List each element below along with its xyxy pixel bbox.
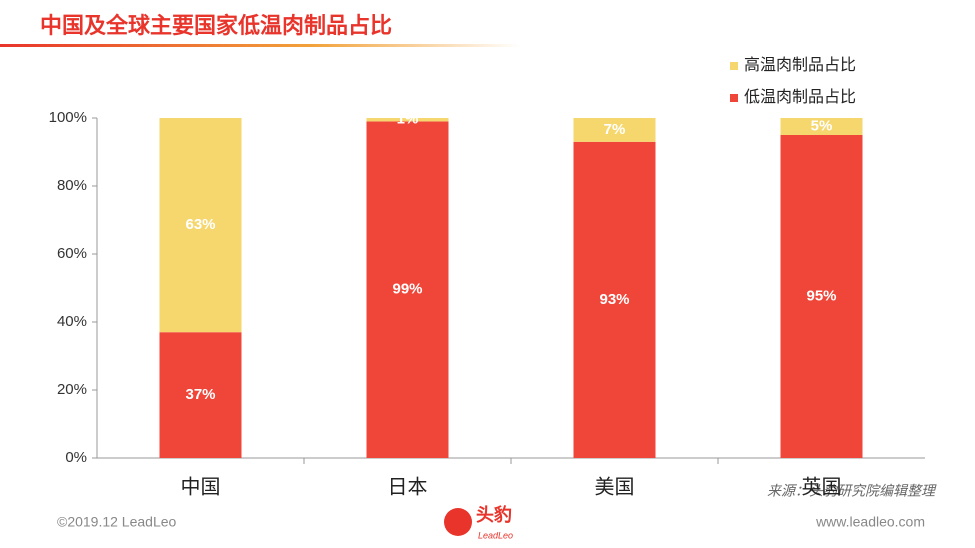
value-label: 93% bbox=[599, 291, 629, 308]
value-label: 7% bbox=[604, 121, 626, 138]
logo-sub: LeadLeo bbox=[478, 530, 513, 540]
y-tick-label: 20% bbox=[57, 381, 87, 398]
logo: 头豹 bbox=[476, 504, 512, 525]
bar-segment bbox=[366, 121, 449, 459]
footer-left: ©2019.12 LeadLeo bbox=[57, 514, 177, 530]
value-label: 99% bbox=[392, 281, 422, 298]
legend-swatch bbox=[730, 62, 738, 70]
value-label: 5% bbox=[811, 117, 833, 134]
bar-segment bbox=[366, 118, 449, 122]
bar-segment bbox=[159, 118, 242, 333]
bar-segment bbox=[780, 135, 863, 458]
value-label: 95% bbox=[806, 287, 836, 304]
title-underline bbox=[0, 44, 520, 47]
legend-label: 高温肉制品占比 bbox=[744, 56, 856, 74]
value-label: 63% bbox=[185, 216, 215, 233]
legend-label: 低温肉制品占比 bbox=[744, 88, 856, 106]
logo-icon bbox=[444, 508, 472, 536]
footer-right: www.leadleo.com bbox=[815, 514, 925, 530]
y-tick-label: 40% bbox=[57, 313, 87, 330]
y-tick-label: 0% bbox=[65, 449, 87, 466]
legend-swatch bbox=[730, 94, 738, 102]
y-tick-label: 60% bbox=[57, 245, 87, 262]
y-tick-label: 80% bbox=[57, 177, 87, 194]
x-tick-label: 日本 bbox=[388, 475, 428, 498]
value-label: 37% bbox=[185, 386, 215, 403]
bar-segment bbox=[780, 118, 863, 135]
source-note: 来源：头豹研究院编辑整理 bbox=[767, 483, 937, 499]
chart-title: 中国及全球主要国家低温肉制品占比 bbox=[40, 13, 392, 38]
bar-segment bbox=[573, 141, 656, 459]
y-tick-label: 100% bbox=[49, 109, 87, 126]
bar-segment bbox=[159, 332, 242, 458]
x-tick-label: 中国 bbox=[181, 475, 221, 498]
bar-segment bbox=[573, 118, 656, 142]
x-tick-label: 英国 bbox=[802, 475, 842, 498]
x-tick-label: 美国 bbox=[595, 475, 635, 498]
value-label: 1% bbox=[397, 111, 419, 128]
